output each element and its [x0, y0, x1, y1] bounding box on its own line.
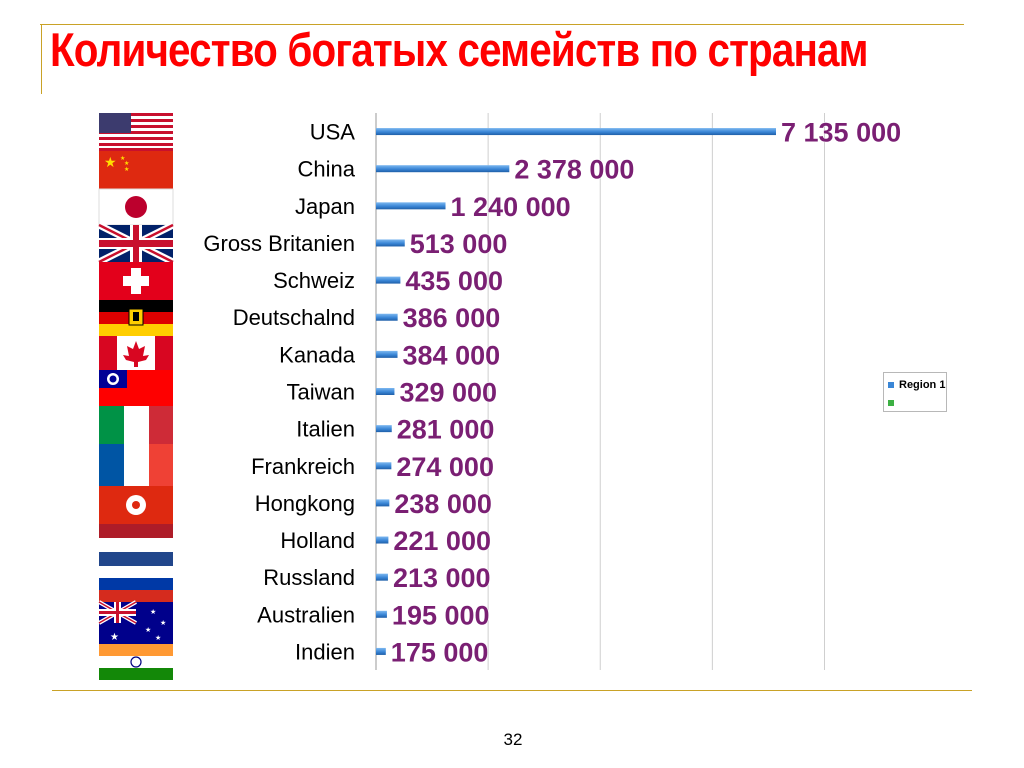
category-label: Australien: [257, 602, 355, 627]
category-label: USA: [310, 120, 356, 145]
value-label: 213 000: [393, 563, 491, 593]
value-label: 386 000: [403, 303, 501, 333]
category-label: China: [298, 157, 356, 182]
value-label: 195 000: [392, 600, 490, 630]
bar-kanada: [376, 350, 398, 358]
bar-gross-britanien: [376, 239, 405, 247]
bar-japan: [376, 202, 446, 210]
bar-usa: [376, 128, 776, 136]
category-label: Gross Britanien: [203, 231, 355, 256]
category-label: Kanada: [279, 342, 356, 367]
legend-swatch-series-2: [888, 400, 894, 406]
bar-frankreich: [376, 462, 392, 470]
category-label: Schweiz: [273, 268, 355, 293]
value-label: 221 000: [393, 526, 491, 556]
title-top-rule: [40, 24, 964, 25]
value-label: 274 000: [396, 452, 494, 482]
slide-title: Количество богатых семейств по странам: [50, 23, 869, 76]
bar-holland: [376, 536, 389, 544]
value-label: 329 000: [399, 378, 497, 408]
footer-rule: [52, 690, 972, 691]
legend-entry-series-1: Region 1: [888, 378, 945, 392]
value-labels: 7 135 000 2 378 000 1 240 000 513 000 435 00…: [390, 117, 901, 668]
title-left-rule: [41, 24, 42, 94]
value-label: 281 000: [397, 415, 495, 445]
category-label: Japan: [295, 194, 355, 219]
bar-china: [376, 165, 510, 173]
value-label: 7 135 000: [781, 118, 901, 148]
category-label: Indien: [295, 639, 355, 664]
bar-indien: [376, 647, 386, 655]
chart-legend: Region 1: [883, 372, 947, 412]
category-labels: USA China Japan Gross Britanien Schweiz Deuts…: [203, 120, 355, 665]
value-label: 238 000: [394, 489, 492, 519]
category-label: Italien: [296, 417, 355, 442]
value-label: 175 000: [391, 637, 489, 667]
category-label: Deutschalnd: [233, 305, 355, 330]
category-label: Holland: [280, 528, 355, 553]
bar-australien: [376, 610, 387, 618]
bar-schweiz: [376, 276, 401, 284]
category-label: Hongkong: [255, 491, 355, 516]
value-label: 384 000: [403, 340, 501, 370]
value-label: 435 000: [405, 266, 503, 296]
bar-hongkong: [376, 499, 390, 507]
value-label: 513 000: [410, 229, 508, 259]
bar-taiwan: [376, 388, 395, 395]
category-label: Russland: [263, 565, 355, 590]
category-label: Frankreich: [251, 454, 355, 479]
page-number: 32: [503, 730, 523, 749]
value-label: 1 240 000: [451, 192, 571, 222]
bar-deutschalnd: [376, 313, 398, 321]
bar-italien: [376, 425, 392, 433]
bar-russland: [376, 573, 388, 581]
legend-swatch-series-1: [888, 382, 894, 388]
bars: [376, 128, 776, 655]
legend-entry-series-2: [888, 396, 899, 410]
value-label: 2 378 000: [514, 155, 634, 185]
legend-label-series-1: Region 1: [899, 379, 946, 391]
category-label: Taiwan: [287, 380, 355, 405]
